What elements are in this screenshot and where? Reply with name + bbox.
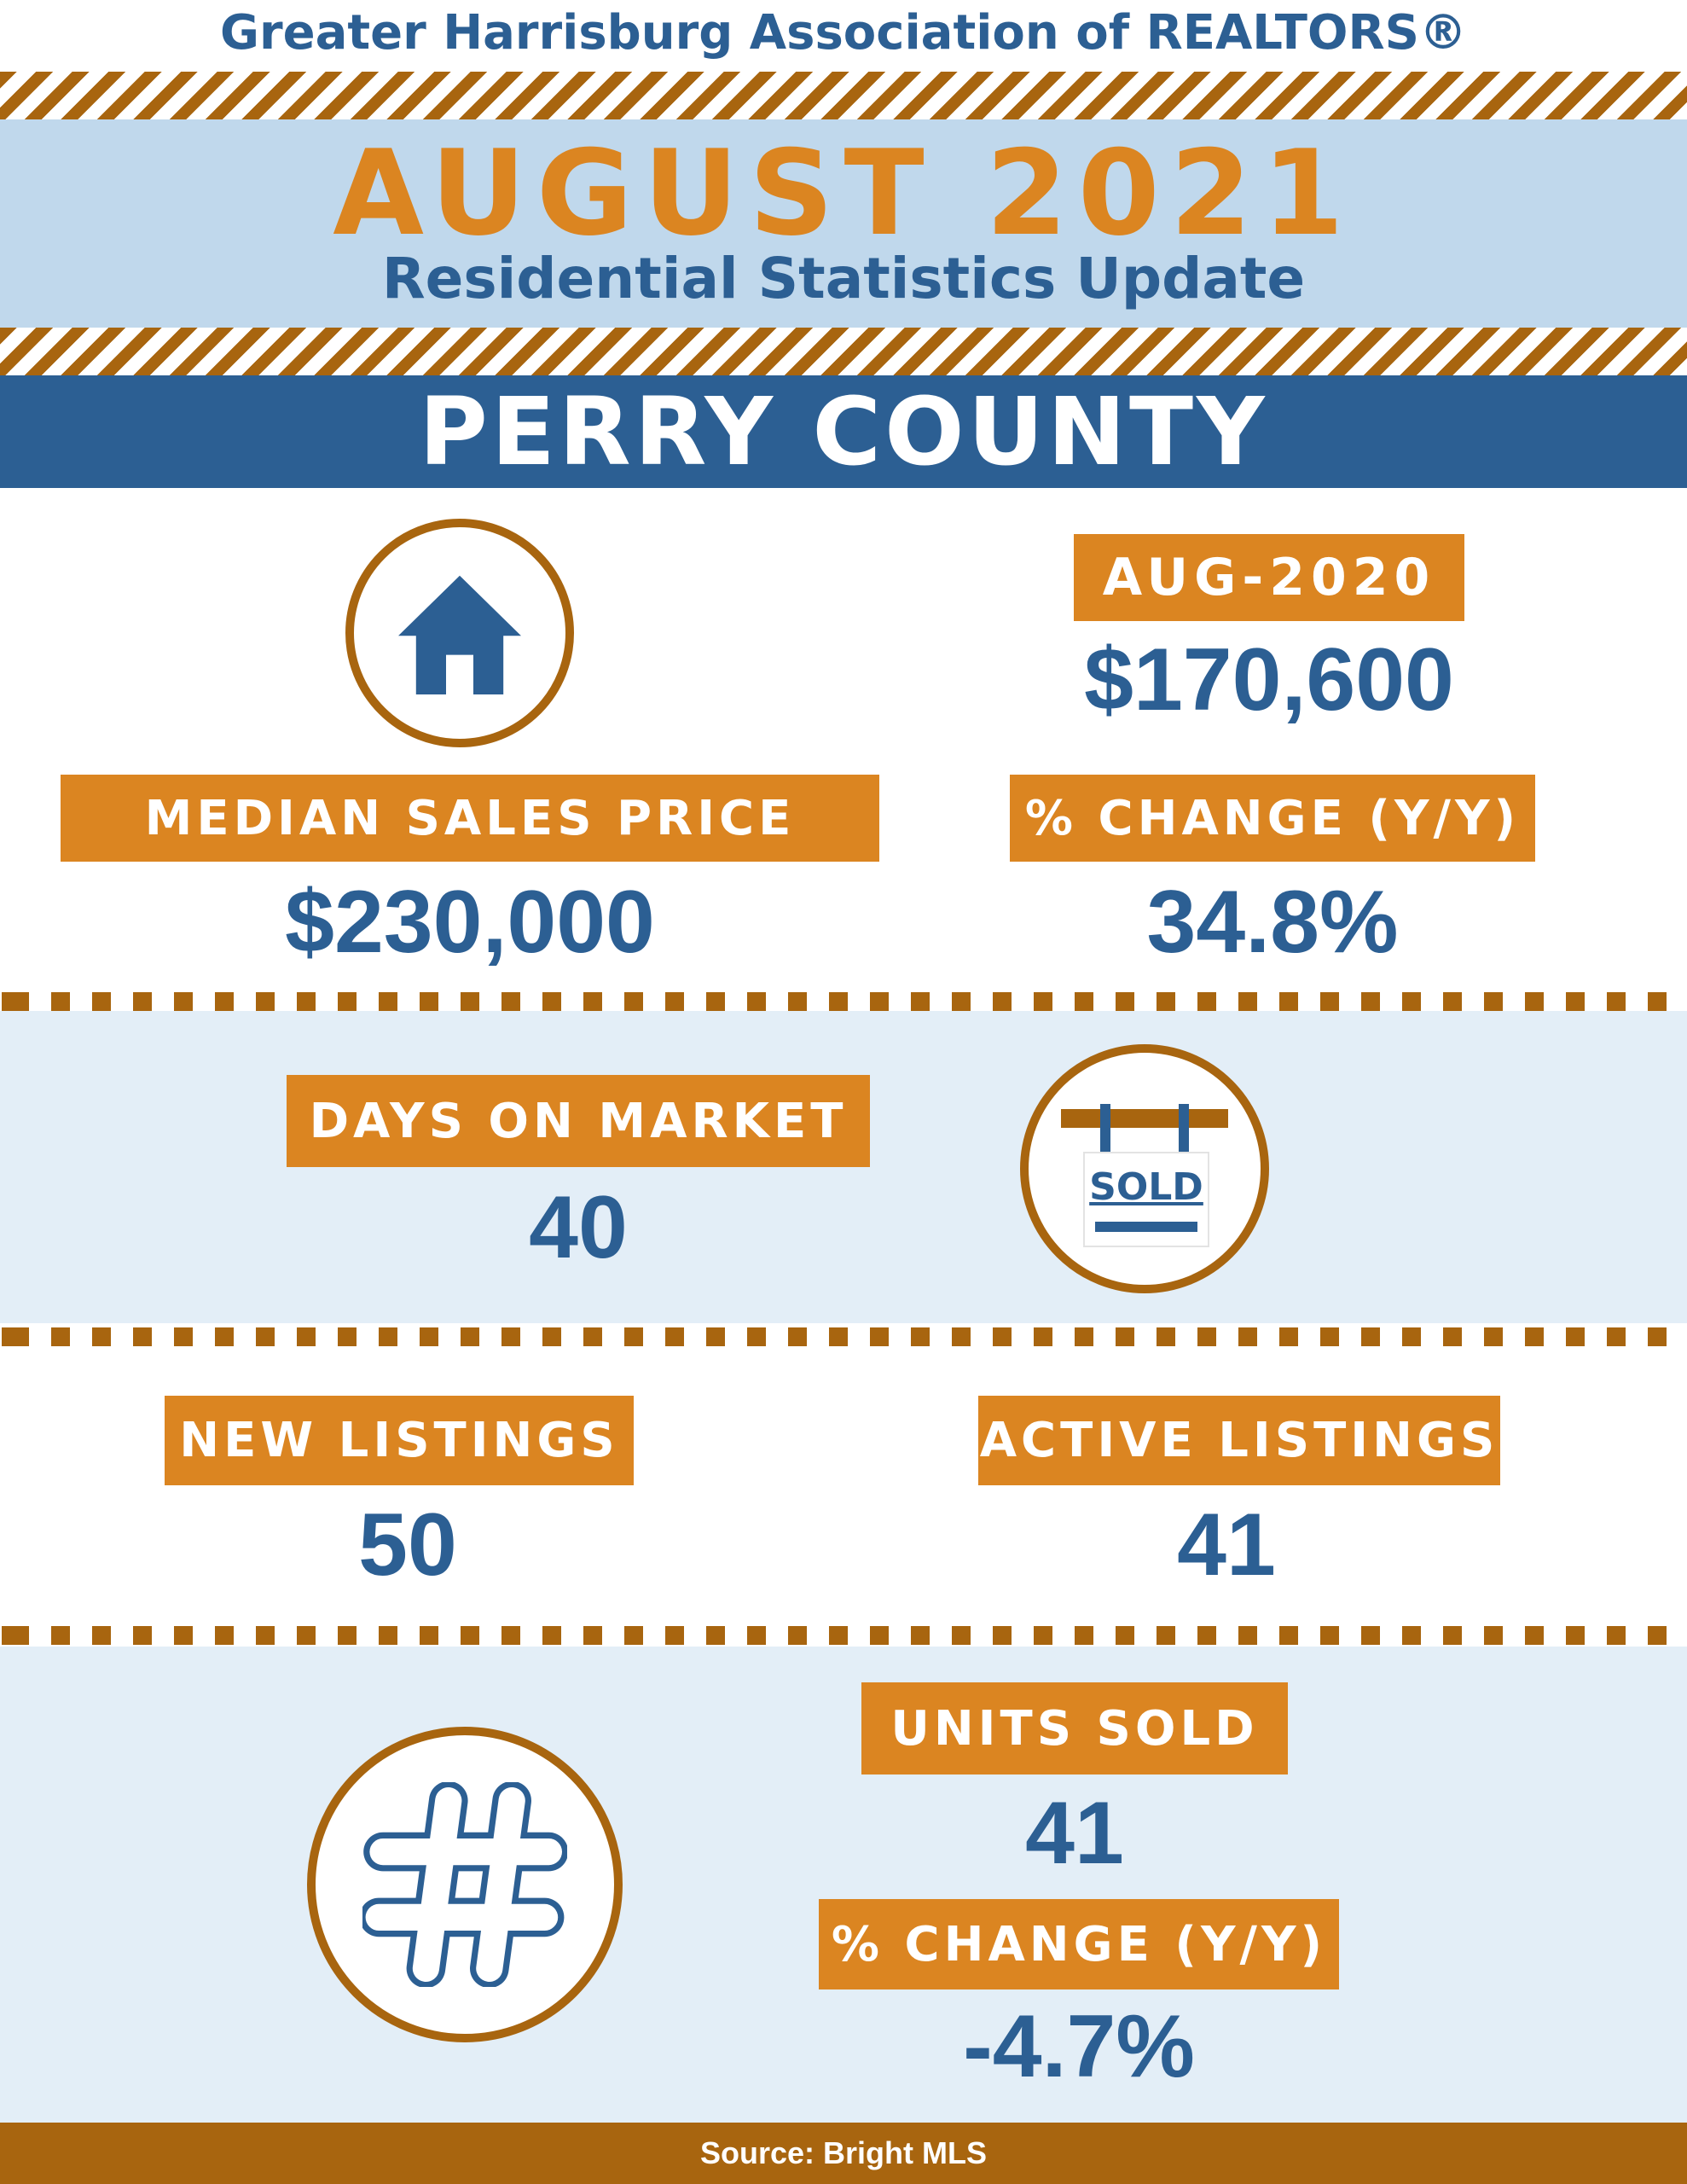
house-icon bbox=[398, 575, 521, 694]
sold-sign-text: SOLD bbox=[1089, 1165, 1203, 1209]
title-band: AUGUST 2021 Residential Statistics Updat… bbox=[0, 119, 1687, 328]
median-change-label: % CHANGE (Y/Y) bbox=[1010, 775, 1535, 862]
days-on-market-label: DAYS ON MARKET bbox=[287, 1075, 870, 1167]
source-text: Source: Bright MLS bbox=[699, 2135, 987, 2170]
prior-year-value: $170,600 bbox=[1084, 630, 1454, 729]
sold-sign-icon: SOLD bbox=[1061, 1104, 1228, 1258]
footer-bar: Source: Bright MLS bbox=[0, 2123, 1687, 2184]
new-listings-label: NEW LISTINGS bbox=[165, 1396, 634, 1485]
hashtag-icon-circle bbox=[307, 1727, 623, 2042]
median-sales-price-label: MEDIAN SALES PRICE bbox=[61, 775, 879, 862]
association-title: Greater Harrisburg Association of REALTO… bbox=[220, 5, 1467, 61]
county-band: PERRY COUNTY bbox=[0, 375, 1687, 488]
prior-year-label: AUG-2020 bbox=[1074, 534, 1464, 621]
house-icon-circle bbox=[345, 519, 574, 747]
active-listings-label: ACTIVE LISTINGS bbox=[978, 1396, 1500, 1485]
dotted-divider-3 bbox=[0, 1626, 1687, 1645]
units-sold-section bbox=[0, 1647, 1687, 2123]
units-change-value: -4.7% bbox=[963, 1997, 1195, 2096]
new-listings-value: 50 bbox=[358, 1496, 457, 1594]
hashtag-icon bbox=[362, 1782, 567, 1987]
month-year-title: AUGUST 2021 bbox=[333, 125, 1354, 262]
active-listings-value: 41 bbox=[1177, 1496, 1276, 1594]
dotted-divider-2 bbox=[0, 1327, 1687, 1346]
median-sales-price-value: $230,000 bbox=[285, 873, 655, 972]
subtitle: Residential Statistics Update bbox=[381, 246, 1306, 311]
median-change-value: 34.8% bbox=[1146, 873, 1399, 972]
units-sold-label: UNITS SOLD bbox=[861, 1682, 1288, 1774]
stripe-divider-top bbox=[0, 72, 1687, 119]
sold-sign-circle: SOLD bbox=[1020, 1044, 1269, 1293]
dotted-divider-1 bbox=[0, 992, 1687, 1011]
units-change-label: % CHANGE (Y/Y) bbox=[819, 1899, 1339, 1989]
days-on-market-value: 40 bbox=[529, 1178, 628, 1277]
county-title: PERRY COUNTY bbox=[419, 377, 1268, 486]
units-sold-value: 41 bbox=[1025, 1784, 1124, 1883]
days-on-market-section bbox=[0, 1011, 1687, 1323]
stripe-divider-bottom bbox=[0, 328, 1687, 375]
